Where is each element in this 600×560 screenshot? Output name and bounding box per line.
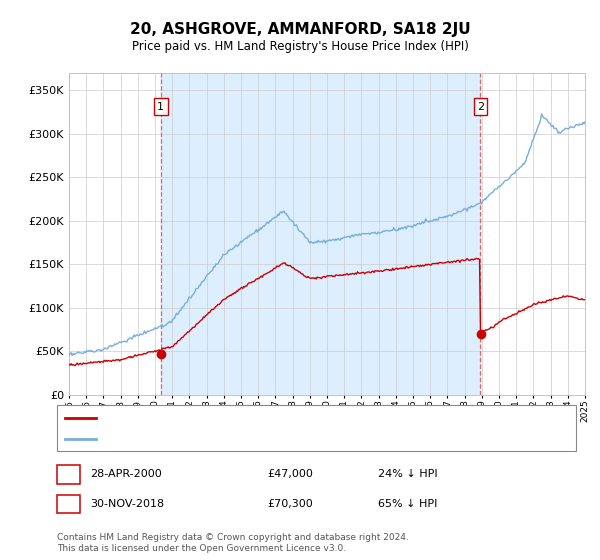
Text: Price paid vs. HM Land Registry's House Price Index (HPI): Price paid vs. HM Land Registry's House …	[131, 40, 469, 53]
Text: 24% ↓ HPI: 24% ↓ HPI	[378, 469, 437, 479]
Text: 20, ASHGROVE, AMMANFORD, SA18 2JU (detached house): 20, ASHGROVE, AMMANFORD, SA18 2JU (detac…	[102, 413, 405, 423]
Text: 1: 1	[65, 469, 72, 479]
Text: 28-APR-2000: 28-APR-2000	[91, 469, 163, 479]
Text: 1: 1	[157, 101, 164, 111]
Text: £70,300: £70,300	[267, 499, 313, 509]
Text: £47,000: £47,000	[267, 469, 313, 479]
Text: HPI: Average price, detached house, Carmarthenshire: HPI: Average price, detached house, Carm…	[102, 433, 383, 444]
Text: Contains HM Land Registry data © Crown copyright and database right 2024.
This d: Contains HM Land Registry data © Crown c…	[57, 533, 409, 553]
Text: 20, ASHGROVE, AMMANFORD, SA18 2JU: 20, ASHGROVE, AMMANFORD, SA18 2JU	[130, 22, 470, 38]
Text: 30-NOV-2018: 30-NOV-2018	[91, 499, 165, 509]
Text: 65% ↓ HPI: 65% ↓ HPI	[378, 499, 437, 509]
Bar	[161, 73, 481, 395]
Text: 2: 2	[65, 499, 72, 509]
Text: 2: 2	[477, 101, 484, 111]
